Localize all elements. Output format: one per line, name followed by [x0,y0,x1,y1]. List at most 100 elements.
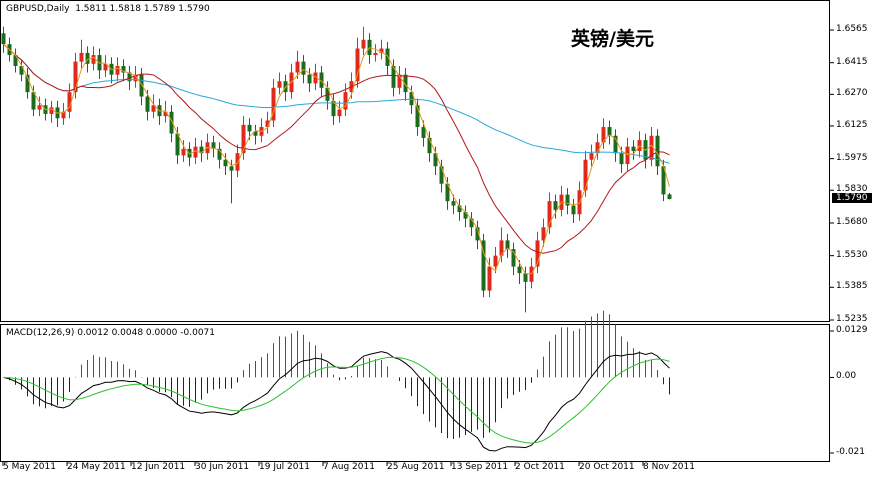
candle-body [19,65,24,75]
candle-body [619,153,624,165]
candle-body [223,159,228,167]
candle-body [229,166,234,171]
candle-body [505,240,510,250]
candle-body [61,111,66,119]
date-tick-label: 12 Jun 2011 [131,462,186,472]
price-tick-label: 1.6415 [836,56,868,67]
candle-body [409,92,414,106]
candle-body [79,52,84,62]
macd-pane-border [0,324,830,462]
price-tick-label: 1.6565 [836,24,868,34]
candle-body [397,74,402,88]
candle-body [49,107,54,114]
candle-body [127,72,132,82]
candle-body [313,72,318,84]
candle-body [511,249,516,267]
candle-body [463,212,468,219]
candle-body [631,146,636,152]
candle-body [589,153,594,160]
symbol-label: GBPUSD,Daily 1.5811 1.5818 1.5789 1.5790 [6,4,210,14]
candle-body [301,61,306,75]
macd-tick-label: -0.021 [836,447,866,457]
ma-fast-line [3,43,670,275]
candle-body [421,127,426,138]
candle-body [553,201,558,210]
candle-body [151,105,156,112]
pair-annotation: 英镑/美元 [571,28,654,50]
candle-body [337,109,342,117]
macd-label: MACD(12,26,9) 0.0012 0.0048 0.0000 -0.00… [6,328,216,338]
date-tick-label: 20 Oct 2011 [579,462,635,472]
candle-body [199,146,204,154]
candle-body [91,55,96,64]
candle-body [25,74,30,93]
candle-body [85,52,90,64]
ma-slow-line [3,43,670,164]
candle-body [295,61,300,73]
candle-body [457,205,462,213]
date-tick-label: 13 Sep 2011 [451,462,509,472]
date-tick-label: 8 Nov 2011 [643,462,695,472]
axes [2,29,834,466]
price-tick-label: 1.5530 [836,249,868,260]
candle-body [139,74,144,97]
candle-body [115,65,120,75]
candle-body [355,48,360,82]
candle-body [379,48,384,53]
date-tick-label: 24 May 2011 [67,462,126,472]
price-series [1,26,672,313]
candle-body [193,146,198,158]
candle-body [541,227,546,241]
macd-line [3,351,670,452]
candle-body [451,201,456,206]
candle-body [247,124,252,132]
candle-body [601,127,606,143]
candle-body [217,148,222,160]
candle-body [403,74,408,93]
candle-body [523,273,528,282]
candle-body [37,105,42,110]
candle-body [517,266,522,274]
ma-mid-line [3,43,670,254]
price-tick-label: 1.6270 [836,88,868,99]
candle-body [235,153,240,171]
candle-body [253,131,258,136]
candle-body [583,159,588,191]
candle-body [103,63,108,71]
candle-body [67,92,72,112]
price-tick-label: 1.5235 [836,314,868,324]
date-tick-label: 2 Oct 2011 [515,462,565,472]
candle-body [241,124,246,154]
price-tick-label: 1.5975 [836,152,868,163]
candle-body [487,266,492,291]
date-tick-label: 25 Aug 2011 [387,462,445,472]
candle-body [445,183,450,202]
candle-body [571,205,576,215]
candle-body [469,218,474,228]
price-tick-label: 1.5830 [836,184,868,195]
candle-body [319,72,324,88]
candle-body [133,74,138,82]
date-tick-label: 30 Jun 2011 [195,462,250,472]
candle-body [331,100,336,117]
candle-body [439,166,444,184]
candle-body [1,33,6,45]
candle-body [481,240,486,291]
candle-body [325,87,330,101]
candle-body [391,65,396,88]
last-price-label: 1.5790 [832,192,872,203]
price-tick-label: 1.5680 [836,216,868,227]
price-tick-label: 1.6125 [836,119,868,130]
signal-line [3,356,670,444]
candle-body [607,127,612,136]
candle-body [667,194,672,199]
candle-body [427,137,432,154]
macd-tick-label: 0.0129 [836,325,868,335]
candle-body [271,87,276,121]
candle-body [181,148,186,156]
candle-body [265,120,270,128]
candle-body [433,153,438,167]
candle-body [625,146,630,165]
candle-body [493,255,498,267]
